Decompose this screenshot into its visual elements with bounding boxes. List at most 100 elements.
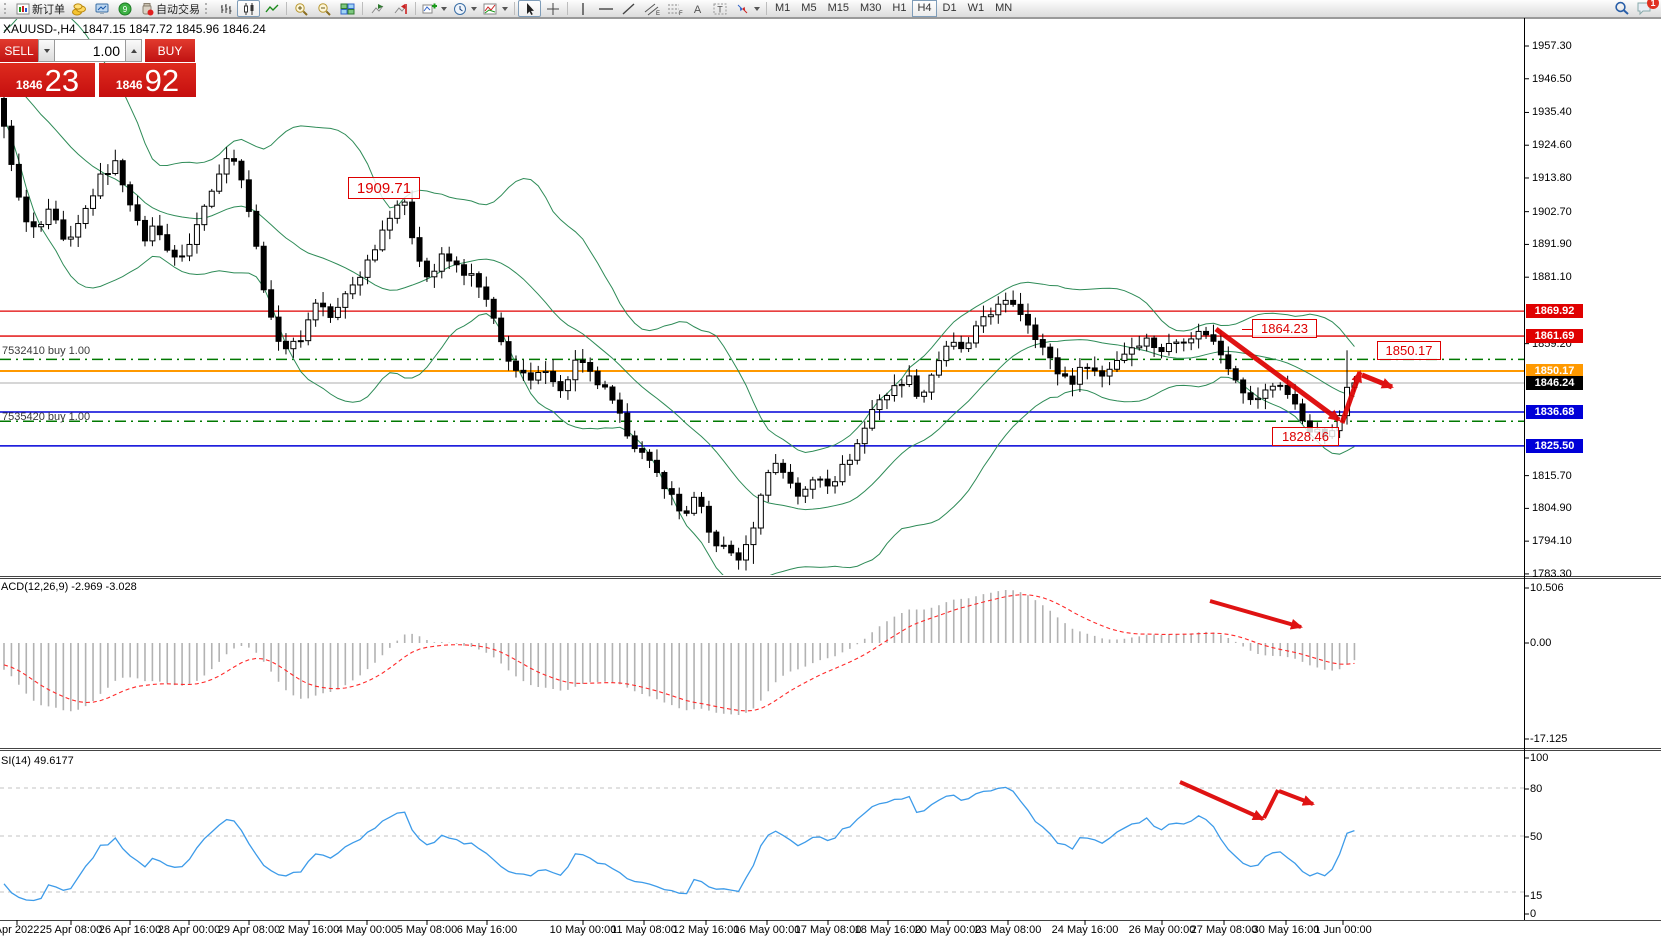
time-label[interactable]: 4 May 00:00 bbox=[336, 924, 398, 936]
time-label[interactable]: 12 May 16:00 bbox=[672, 924, 740, 936]
bar-chart-mode-button[interactable] bbox=[214, 0, 237, 17]
candle-body bbox=[164, 234, 171, 251]
time-label[interactable]: 18 May 16:00 bbox=[854, 924, 922, 936]
time-label[interactable]: 26 May 00:00 bbox=[1128, 924, 1196, 936]
price-callout-1864.23[interactable]: 1864.23 bbox=[1242, 319, 1317, 338]
time-label[interactable]: 10 May 00:00 bbox=[549, 924, 617, 936]
time-label[interactable]: 5 May 08:00 bbox=[396, 924, 458, 936]
zoom-out-button[interactable] bbox=[313, 0, 336, 17]
time-label[interactable]: 28 Apr 00:00 bbox=[157, 924, 221, 936]
text-button[interactable]: A bbox=[686, 0, 709, 17]
candle-body bbox=[320, 302, 327, 308]
horizontal-line-icon bbox=[598, 2, 614, 16]
red-arrow-annotation[interactable] bbox=[1339, 370, 1363, 424]
cursor-button[interactable] bbox=[518, 0, 541, 17]
signals-button[interactable]: 9 bbox=[114, 0, 137, 17]
sell-price-display[interactable]: 1846 23 bbox=[0, 63, 95, 97]
timeframe-h4-button[interactable]: H4 bbox=[912, 0, 937, 17]
price-callout-1909.71[interactable]: 1909.71 bbox=[348, 177, 420, 199]
buy-price-display[interactable]: 1846 92 bbox=[99, 63, 196, 97]
volume-decrease-button[interactable] bbox=[38, 39, 55, 62]
candle-body bbox=[357, 276, 364, 286]
buy-button[interactable]: BUY bbox=[145, 39, 195, 62]
candle-body bbox=[609, 386, 616, 401]
fibonacci-button[interactable]: F bbox=[663, 0, 686, 17]
indicators-button[interactable] bbox=[419, 0, 450, 17]
timeframe-h1-button[interactable]: H1 bbox=[892, 2, 907, 14]
candle-body bbox=[38, 224, 45, 228]
candle-body bbox=[631, 435, 638, 450]
red-arrow-annotation[interactable] bbox=[1179, 780, 1265, 821]
timeframe-w1-button[interactable]: W1 bbox=[967, 2, 985, 14]
time-label[interactable]: 16 May 00:00 bbox=[733, 924, 801, 936]
price-callout-1828.46[interactable]: 1828.46 bbox=[1272, 427, 1339, 446]
candle-body bbox=[327, 306, 334, 318]
periods-button[interactable] bbox=[450, 0, 480, 17]
panel-frames bbox=[0, 18, 1661, 925]
time-label[interactable]: 17 May 08:00 bbox=[794, 924, 862, 936]
red-arrow-annotation[interactable] bbox=[1214, 326, 1341, 423]
time-label[interactable]: 24 May 16:00 bbox=[1051, 924, 1119, 936]
horizontal-line-button[interactable] bbox=[594, 0, 617, 17]
trendline-button[interactable] bbox=[617, 0, 640, 17]
vertical-line-button[interactable] bbox=[571, 0, 594, 17]
new-order-button[interactable]: 新订单 bbox=[13, 0, 68, 17]
callout-tail bbox=[1242, 328, 1253, 330]
time-label[interactable]: Apr 2022 bbox=[0, 924, 40, 936]
crosshair-button[interactable] bbox=[541, 0, 564, 17]
chat-button[interactable]: 1 bbox=[1636, 0, 1659, 16]
chart-shift-button[interactable] bbox=[389, 0, 412, 17]
timeframe-d1-button[interactable]: D1 bbox=[942, 2, 957, 14]
time-label[interactable]: 30 May 16:00 bbox=[1252, 924, 1320, 936]
rsi-scale-label: 100 bbox=[1530, 752, 1549, 764]
time-label[interactable]: 2 May 16:00 bbox=[278, 924, 340, 936]
red-arrow-annotation[interactable] bbox=[1278, 789, 1315, 806]
arrows-button[interactable] bbox=[732, 0, 763, 17]
time-label[interactable]: 11 May 08:00 bbox=[611, 924, 677, 936]
volume-input[interactable]: 1.00 bbox=[55, 39, 125, 62]
equidistant-channel-button[interactable]: E bbox=[640, 0, 663, 17]
timeframe-m5-button[interactable]: M5 bbox=[801, 2, 817, 14]
time-label[interactable]: 25 Apr 08:00 bbox=[39, 924, 103, 936]
volume-increase-button[interactable] bbox=[125, 39, 142, 62]
candlestick-mode-button[interactable] bbox=[237, 0, 260, 17]
candle-body bbox=[1091, 367, 1098, 372]
main-price-panel[interactable] bbox=[0, 1, 1524, 591]
auto-trading-button[interactable]: 自动交易 bbox=[137, 0, 203, 17]
auto-scroll-button[interactable] bbox=[366, 0, 389, 17]
time-label[interactable]: 23 May 08:00 bbox=[974, 924, 1042, 936]
red-arrow-annotation[interactable] bbox=[1209, 599, 1303, 630]
timeframe-m15-button[interactable]: M15 bbox=[827, 2, 849, 14]
line-chart-mode-button[interactable] bbox=[260, 0, 283, 17]
toolbar-grip[interactable] bbox=[4, 3, 9, 14]
time-label[interactable]: 20 May 00:00 bbox=[914, 924, 982, 936]
candle-body bbox=[572, 359, 579, 381]
rsi-panel[interactable] bbox=[0, 780, 1524, 902]
red-arrow-annotation[interactable] bbox=[1361, 372, 1394, 390]
candle-body bbox=[379, 229, 386, 251]
time-label[interactable]: 1 Jun 00:00 bbox=[1314, 924, 1372, 936]
timeframe-mn-button[interactable]: MN bbox=[995, 2, 1013, 14]
macd-panel[interactable] bbox=[3, 590, 1356, 715]
time-label[interactable]: 6 May 16:00 bbox=[456, 924, 518, 936]
time-label[interactable]: 26 Apr 16:00 bbox=[98, 924, 162, 936]
templates-button[interactable] bbox=[480, 0, 511, 17]
tile-windows-button[interactable] bbox=[336, 0, 359, 17]
one-click-trade-panel: SELL 1.00 BUY 1846 23 1846 92 bbox=[0, 39, 197, 97]
price-callout-1850.17[interactable]: 1850.17 bbox=[1377, 341, 1441, 360]
time-label[interactable]: 29 Apr 08:00 bbox=[217, 924, 281, 936]
timeframe-m1-button[interactable]: M1 bbox=[775, 2, 791, 14]
timeframe-m30-button[interactable]: M30 bbox=[859, 2, 882, 14]
zoom-in-button[interactable] bbox=[290, 0, 313, 17]
time-label[interactable]: 27 May 08:00 bbox=[1190, 924, 1258, 936]
red-arrow-annotation[interactable] bbox=[1262, 789, 1280, 819]
market-watch-button[interactable] bbox=[91, 0, 114, 17]
text-label-button[interactable]: T bbox=[709, 0, 732, 17]
search-icon[interactable] bbox=[1614, 1, 1630, 16]
gold-symbols-button[interactable] bbox=[68, 0, 91, 17]
candles-series[interactable] bbox=[1, 92, 1358, 571]
sell-button[interactable]: SELL bbox=[0, 39, 38, 62]
toolbar-grip[interactable] bbox=[205, 3, 210, 14]
